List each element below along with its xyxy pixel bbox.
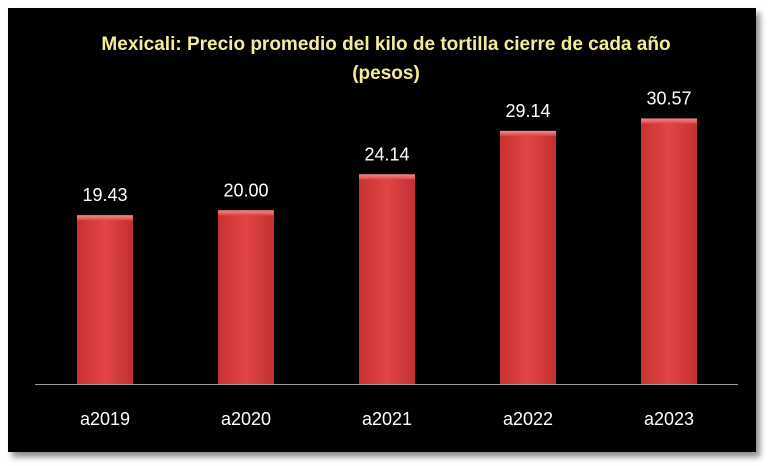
- chart-title-line1: Mexicali: Precio promedio del kilo de to…: [101, 34, 671, 55]
- data-label: 30.57: [646, 88, 691, 108]
- data-label: 24.14: [364, 144, 409, 164]
- x-tick-label: a2023: [644, 409, 694, 429]
- data-label: 29.14: [505, 101, 550, 121]
- bar-a2022: [500, 130, 556, 384]
- bar-top-highlight: [359, 174, 415, 180]
- bar-a2019: [77, 215, 133, 384]
- x-tick-label: a2021: [362, 409, 412, 429]
- x-tick-label: a2019: [80, 409, 130, 429]
- bar-top-highlight: [500, 130, 556, 136]
- bar-top-highlight: [641, 118, 697, 124]
- bar-top-highlight: [218, 210, 274, 216]
- x-tick-label: a2022: [503, 409, 553, 429]
- data-label: 19.43: [82, 185, 127, 205]
- x-tick-label: a2020: [221, 409, 271, 429]
- chart-title-line2: (pesos): [352, 63, 420, 84]
- bar-a2021: [359, 174, 415, 384]
- data-label: 20.00: [223, 180, 268, 200]
- bar-a2020: [218, 210, 274, 384]
- bar-top-highlight: [77, 215, 133, 221]
- bar-a2023: [641, 118, 697, 384]
- chart-title: Mexicali: Precio promedio del kilo de to…: [0, 30, 772, 88]
